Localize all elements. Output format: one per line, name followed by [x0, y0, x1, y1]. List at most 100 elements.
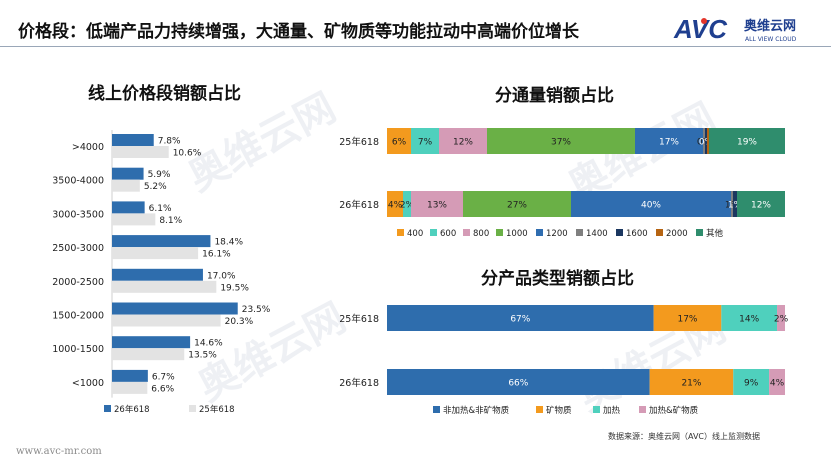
bar-segment: [709, 128, 785, 154]
y-tick-label: 25年618: [339, 313, 379, 325]
bar-segment: [411, 128, 439, 154]
data-label: 4%: [388, 201, 403, 211]
data-label: 17.0%: [207, 271, 236, 281]
bar: [112, 268, 203, 281]
legend-label: 1400: [586, 229, 608, 239]
bar: [112, 280, 217, 293]
data-label: 20.3%: [225, 317, 254, 327]
legend-label: 矿物质: [546, 405, 572, 416]
bar: [112, 213, 156, 226]
bar-segment: [731, 191, 733, 217]
data-label: 21%: [681, 379, 701, 389]
legend-label: 1600: [626, 229, 648, 239]
y-tick-label: 3000-3500: [52, 209, 104, 220]
bar-segment: [705, 128, 707, 154]
data-label: 67%: [510, 315, 530, 325]
data-label: 2%: [774, 315, 789, 325]
data-label: 12%: [751, 201, 771, 211]
y-tick-label: <1000: [72, 378, 104, 389]
legend-swatch: [189, 405, 196, 412]
logo-en: ALL VIEW CLOUD: [745, 36, 797, 43]
legend-swatch: [616, 229, 623, 236]
data-label: 6.1%: [149, 204, 172, 214]
bar: [112, 314, 221, 327]
legend-swatch: [463, 229, 470, 236]
data-label: 0%: [699, 138, 714, 148]
legend-label: 1200: [546, 229, 568, 239]
bar-segment: [733, 369, 770, 395]
legend-label: 25年618: [199, 404, 235, 415]
legend-label: 其他: [706, 228, 724, 239]
data-label: 6.7%: [152, 372, 175, 382]
y-tick-label: 26年618: [339, 377, 379, 389]
bar-segment: [387, 191, 403, 217]
legend-swatch: [397, 229, 404, 236]
data-label: 9%: [744, 379, 759, 389]
data-label: 66%: [508, 379, 528, 389]
bar-segment: [387, 128, 411, 154]
data-label: 37%: [551, 138, 571, 148]
y-tick-label: 2500-3000: [52, 243, 104, 254]
data-label: 8.1%: [159, 216, 182, 226]
bar-segment: [387, 305, 654, 331]
data-label: 40%: [641, 201, 661, 211]
bar-segment: [721, 305, 778, 331]
y-tick-label: 25年618: [339, 136, 379, 148]
legend-swatch: [536, 406, 543, 413]
bar: [112, 302, 238, 315]
data-label: 7.8%: [158, 137, 181, 147]
data-label: 12%: [453, 138, 473, 148]
bar-segment: [707, 128, 709, 154]
data-label: 2%: [400, 201, 415, 211]
data-label: 5.2%: [144, 182, 167, 192]
chart-title-product-type: 分产品类型销额占比: [481, 269, 634, 289]
legend-swatch: [496, 229, 503, 236]
data-label: 27%: [507, 201, 527, 211]
bar-segment: [439, 128, 487, 154]
legend-swatch: [696, 229, 703, 236]
y-tick-label: 3500-4000: [52, 176, 104, 187]
legend-label: 非加热&非矿物质: [443, 405, 510, 416]
avc-logo: AVC 奥维云网 ALL VIEW CLOUD: [673, 14, 797, 44]
page-title: 价格段：低端产品力持续增强，大通量、矿物质等功能拉动中高端价位增长: [18, 22, 579, 42]
bar: [112, 369, 148, 382]
bar: [112, 381, 148, 394]
data-label: 13%: [427, 201, 447, 211]
legend-label: 600: [440, 229, 456, 239]
footer-url: www.avc-mr.com: [16, 446, 102, 457]
bar: [112, 179, 140, 192]
bar: [112, 146, 169, 158]
data-label: 4%: [770, 379, 785, 389]
bar-segment: [777, 305, 785, 331]
data-label: 14.6%: [194, 339, 223, 349]
data-label: 17%: [659, 138, 679, 148]
data-label: 16.1%: [202, 250, 231, 260]
bar-segment: [463, 191, 571, 217]
legend-swatch: [104, 405, 111, 412]
data-label: 6%: [392, 138, 407, 148]
data-label: 1%: [728, 201, 743, 211]
bar-segment: [487, 128, 635, 154]
data-label: 23.5%: [242, 305, 271, 315]
bar-segment: [737, 191, 785, 217]
legend-swatch: [656, 229, 663, 236]
legend-swatch: [593, 406, 600, 413]
chart-title-flow: 分通量销额占比: [495, 86, 614, 106]
bar: [112, 247, 199, 260]
data-label: 1%: [725, 201, 740, 211]
data-label: 19.5%: [220, 283, 249, 293]
y-tick-label: 2000-2500: [52, 277, 104, 288]
legend-swatch: [639, 406, 646, 413]
data-label: 18.4%: [214, 238, 243, 248]
bar-segment: [649, 369, 734, 395]
legend-swatch: [576, 229, 583, 236]
logo-cn: 奥维云网: [744, 18, 796, 34]
bar-segment: [703, 128, 705, 154]
bar: [112, 167, 144, 180]
y-tick-label: >4000: [72, 142, 104, 153]
legend-label: 800: [473, 229, 489, 239]
y-tick-label: 1500-2000: [52, 311, 104, 322]
legend-swatch: [536, 229, 543, 236]
bar-segment: [769, 369, 785, 395]
chart-title-price-segment: 线上价格段销额占比: [88, 84, 241, 104]
